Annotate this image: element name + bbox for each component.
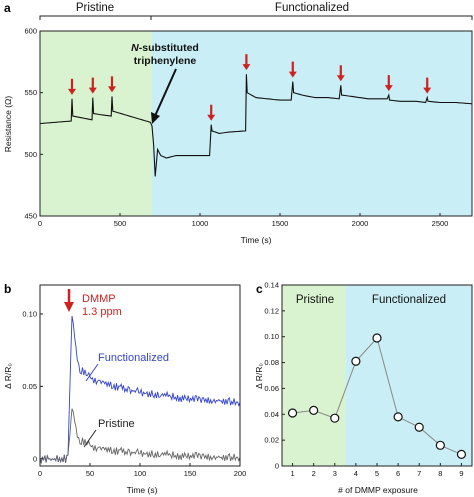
exposure-arrow: [68, 78, 76, 95]
c-xtick-label: 2: [312, 469, 316, 478]
panel-b: b DMMP 1.3 ppm Functionalized Pristine 0…: [3, 282, 246, 495]
a-xtick-label: 1500: [272, 219, 289, 228]
b-series-functionalized: [39, 315, 241, 465]
functionalized-series-label: Functionalized: [98, 352, 169, 364]
c-data-point: [393, 412, 403, 422]
panel-a: a Pristine Functionalized N-substituted …: [3, 1, 473, 245]
c-ylabel: Δ R/R₀: [254, 363, 264, 389]
exposure-arrow: [336, 65, 345, 82]
b-series-pristine: [39, 408, 241, 465]
exposure-arrow: [108, 76, 116, 93]
b-ytick-label: 0: [33, 454, 37, 463]
c-data-point: [456, 449, 467, 459]
c-xtick-label: 5: [375, 469, 379, 478]
c-ytick-label: 0.14: [264, 281, 279, 290]
annotation-text: -substituted: [139, 42, 199, 54]
a-plot-frame: [39, 30, 473, 217]
c-data-point: [372, 333, 382, 343]
dmmp-concentration: 1.3 ppm: [82, 306, 122, 318]
c-ytick-label: 0.12: [264, 306, 279, 315]
pristine-bracket: [39, 15, 152, 20]
a-resistance-line: [39, 74, 473, 177]
panel-b-label: b: [4, 282, 11, 296]
c-xtick-label: 9: [459, 469, 463, 478]
b-xtick-label: 200: [234, 469, 247, 478]
c-ytick-label: 0.08: [264, 358, 279, 367]
a-ytick-label: 550: [24, 88, 37, 97]
a-xtick-label: 1000: [192, 219, 209, 228]
b-ytick-label: 0.10: [22, 309, 37, 318]
c-data-point: [435, 440, 445, 450]
b-ylabel: Δ R/R₀: [3, 363, 13, 389]
b-xtick-label: 0: [38, 469, 42, 478]
a-xtick-label: 2500: [432, 219, 449, 228]
functionalized-bracket-label: Functionalized: [275, 2, 349, 14]
pristine-bracket-label: Pristine: [76, 2, 114, 14]
a-ytick-label: 600: [24, 27, 37, 36]
a-xtick-label: 2000: [352, 219, 369, 228]
c-ytick-label: 0.04: [264, 410, 279, 419]
c-xtick-label: 8: [438, 469, 442, 478]
a-xtick-label: 500: [114, 219, 127, 228]
annotation-arrow: [151, 68, 177, 124]
b-xlabel: Time (s): [127, 485, 158, 495]
c-xtick-label: 1: [290, 469, 294, 478]
a-xtick-label: 0: [38, 219, 42, 228]
dmmp-arrow: [64, 289, 74, 312]
c-ytick-label: 0.10: [264, 332, 279, 341]
c-data-point: [309, 405, 319, 416]
functionalized-leader-line: [85, 363, 99, 382]
exposure-arrow: [384, 75, 393, 92]
panel-a-label: a: [4, 1, 11, 15]
c-ytick-label: 0.02: [264, 436, 279, 445]
a-ytick-label: 500: [24, 150, 37, 159]
c-ytick-label: 0.06: [264, 384, 279, 393]
annotation-bold-prefix: N: [131, 42, 139, 54]
a-ylabel: Resistance (Ω): [3, 96, 13, 153]
a-ytick-label: 450: [24, 212, 37, 221]
b-xtick-label: 150: [184, 469, 197, 478]
region-functionalized: [345, 285, 472, 466]
dmmp-label: DMMP: [82, 293, 116, 305]
b-xtick-label: 50: [86, 469, 94, 478]
c-pristine-label: Pristine: [296, 294, 334, 306]
exposure-arrow: [288, 61, 297, 78]
c-xtick-label: 3: [333, 469, 337, 478]
c-data-point: [414, 422, 424, 432]
c-xlabel: # of DMMP exposure: [338, 485, 418, 495]
exposure-arrow: [242, 54, 251, 71]
c-data-point: [351, 356, 361, 366]
a-xlabel: Time (s): [241, 235, 272, 245]
c-ytick-label: 0: [275, 462, 279, 471]
exposure-arrow: [88, 77, 97, 94]
c-xtick-label: 6: [396, 469, 400, 478]
c-xtick-label: 4: [354, 469, 358, 478]
c-data-point: [330, 413, 340, 423]
pristine-leader-line: [83, 429, 97, 448]
pristine-series-label: Pristine: [98, 418, 135, 430]
panel-c-label: c: [256, 282, 263, 296]
region-functionalized: [152, 31, 472, 216]
functionalized-bracket: [150, 15, 473, 20]
c-xtick-label: 7: [417, 469, 421, 478]
b-xtick-label: 100: [134, 469, 147, 478]
panel-c: c Pristine Functionalized 1 2 3 4 5 6 7 8 9 0 0.02…: [254, 281, 473, 495]
annotation-line1: N-substituted: [131, 42, 199, 54]
exposure-arrow: [207, 104, 216, 121]
region-pristine: [282, 285, 346, 466]
b-ytick-label: 0.05: [22, 382, 37, 391]
annotation-line2: triphenylene: [134, 55, 197, 67]
c-data-point: [287, 408, 298, 418]
exposure-arrow: [423, 77, 432, 94]
region-pristine: [40, 31, 152, 216]
c-functionalized-label: Functionalized: [372, 294, 446, 306]
